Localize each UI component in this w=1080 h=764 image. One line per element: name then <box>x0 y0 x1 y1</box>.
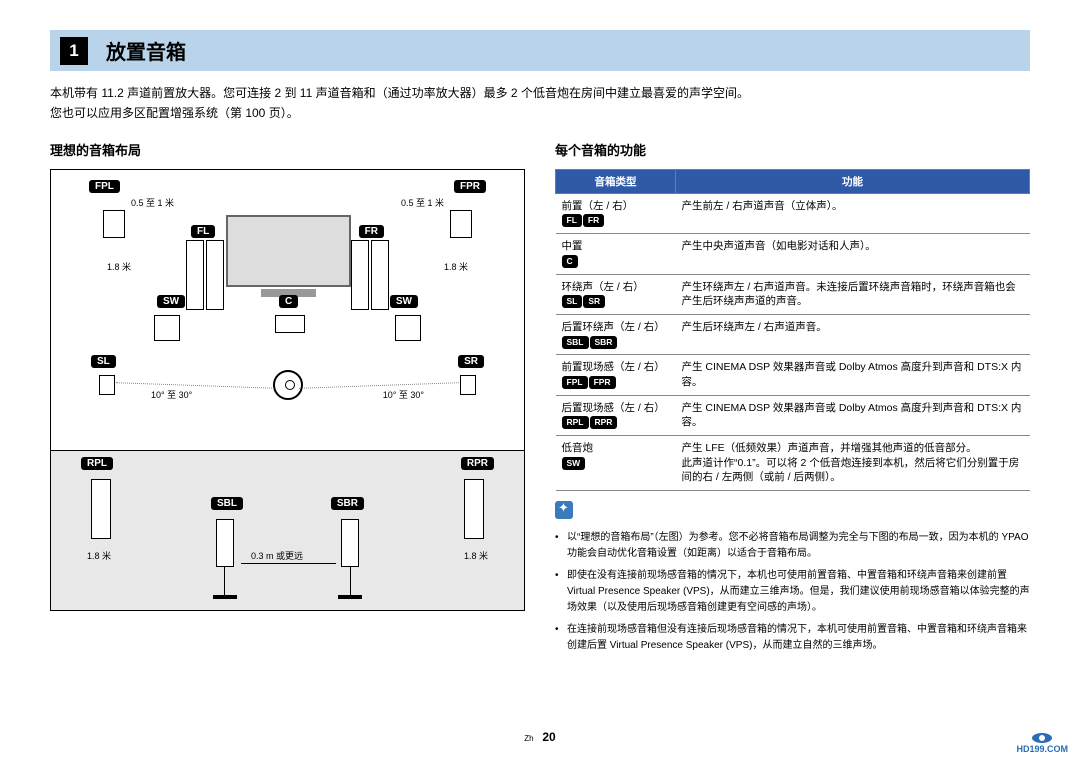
speaker-tag: SBL <box>562 336 589 349</box>
label-sr: SR <box>458 355 484 368</box>
table-row: 环绕声（左 / 右）SLSR产生环绕声左 / 右声道声音。未连接后置环绕声音箱时… <box>556 274 1030 314</box>
speaker-rpr <box>464 479 484 539</box>
cell-type: 前置（左 / 右）FLFR <box>556 193 676 233</box>
dim-side-right: 1.8 米 <box>444 260 468 273</box>
cell-func: 产生环绕声左 / 右声道声音。未连接后置环绕声音箱时，环绕声音箱也会产生后环绕声… <box>676 274 1030 314</box>
label-sl: SL <box>91 355 116 368</box>
speaker-tag: SL <box>562 295 583 308</box>
angle-left: 10° 至 30° <box>151 388 192 401</box>
speaker-fpl <box>103 210 125 238</box>
table-row: 中置C产生中央声道声音（如电影对话和人声）。 <box>556 234 1030 274</box>
speaker-tag: C <box>562 255 578 268</box>
intro-line1: 本机带有 11.2 声道前置放大器。您可连接 2 到 11 声道音箱和（通过功率… <box>50 83 1030 103</box>
th-func: 功能 <box>676 169 1030 193</box>
cell-type: 后置环绕声（左 / 右）SBLSBR <box>556 314 676 354</box>
speaker-sbr <box>341 519 359 567</box>
dim-rear-mid: 0.3 m 或更远 <box>251 549 303 562</box>
speaker-center <box>275 315 305 333</box>
speaker-sl <box>99 375 115 395</box>
cell-func: 产生 LFE（低频效果）声道声音，并增强其他声道的低音部分。 此声道计作“0.1… <box>676 436 1030 491</box>
speaker-tag: RPR <box>590 416 618 429</box>
footer-lang: Zh <box>524 734 533 743</box>
watermark: HD199.COM <box>1016 733 1068 754</box>
label-fpr: FPR <box>454 180 486 193</box>
note-item: 在连接前现场感音箱但没有连接后现场感音箱的情况下，本机可使用前置音箱、中置音箱和… <box>555 622 1030 654</box>
speaker-tag: SW <box>562 457 586 470</box>
label-sw1: SW <box>157 295 185 308</box>
cell-type: 后置现场感（左 / 右）RPLRPR <box>556 395 676 435</box>
speaker-tag: SBR <box>590 336 618 349</box>
label-fr: FR <box>359 225 384 238</box>
speaker-fr <box>371 240 389 310</box>
speaker-tag: FR <box>583 214 604 227</box>
cell-func: 产生 CINEMA DSP 效果器声音或 Dolby Atmos 高度升到声音和… <box>676 395 1030 435</box>
cell-type: 前置现场感（左 / 右）FPLFPR <box>556 355 676 395</box>
table-row: 前置现场感（左 / 右）FPLFPR产生 CINEMA DSP 效果器声音或 D… <box>556 355 1030 395</box>
speaker-fl <box>186 240 204 310</box>
dim-rear-right: 1.8 米 <box>464 549 488 562</box>
dim-rear-left: 1.8 米 <box>87 549 111 562</box>
tip-icon <box>555 501 573 519</box>
table-row: 后置现场感（左 / 右）RPLRPR产生 CINEMA DSP 效果器声音或 D… <box>556 395 1030 435</box>
section-title: 放置音箱 <box>106 36 186 65</box>
label-sbl: SBL <box>211 497 243 510</box>
cell-func: 产生前左 / 右声道声音（立体声）。 <box>676 193 1030 233</box>
intro-text: 本机带有 11.2 声道前置放大器。您可连接 2 到 11 声道音箱和（通过功率… <box>50 83 1030 124</box>
speaker-sr <box>460 375 476 395</box>
dim-side-left: 1.8 米 <box>107 260 131 273</box>
section-header: 1 放置音箱 <box>50 30 1030 71</box>
th-type: 音箱类型 <box>556 169 676 193</box>
dim-top-left: 0.5 至 1 米 <box>131 196 174 209</box>
speaker-fr2 <box>351 240 369 310</box>
cell-func: 产生中央声道声音（如电影对话和人声）。 <box>676 234 1030 274</box>
note-item: 即使在没有连接前现场感音箱的情况下，本机也可使用前置音箱、中置音箱和环绕声音箱来… <box>555 568 1030 616</box>
cell-type: 中置C <box>556 234 676 274</box>
label-sbr: SBR <box>331 497 364 510</box>
table-row: 后置环绕声（左 / 右）SBLSBR产生后环绕声左 / 右声道声音。 <box>556 314 1030 354</box>
note-item: 以“理想的音箱布局”（左图）为参考。您不必将音箱布局调整为完全与下图的布局一致，… <box>555 530 1030 562</box>
label-fl: FL <box>191 225 215 238</box>
tv-screen <box>226 215 351 287</box>
speaker-sw-left <box>154 315 180 341</box>
table-row: 前置（左 / 右）FLFR产生前左 / 右声道声音（立体声）。 <box>556 193 1030 233</box>
label-c: C <box>279 295 298 308</box>
cell-func: 产生后环绕声左 / 右声道声音。 <box>676 314 1030 354</box>
speaker-sw-right <box>395 315 421 341</box>
speaker-tag: FL <box>562 214 582 227</box>
speaker-layout-diagram: FPL FPR 0.5 至 1 米 0.5 至 1 米 1.8 米 1.8 米 … <box>50 169 525 611</box>
label-sw2: SW <box>390 295 418 308</box>
dim-top-right: 0.5 至 1 米 <box>401 196 444 209</box>
label-rpr: RPR <box>461 457 494 470</box>
speaker-sbl <box>216 519 234 567</box>
cell-type: 低音炮SW <box>556 436 676 491</box>
page-footer: Zh 20 <box>0 730 1080 744</box>
notes-list: 以“理想的音箱布局”（左图）为参考。您不必将音箱布局调整为完全与下图的布局一致，… <box>555 530 1030 654</box>
section-number: 1 <box>60 37 88 65</box>
speaker-tag: FPR <box>589 376 616 389</box>
left-heading: 理想的音箱布局 <box>50 140 525 159</box>
cell-func: 产生 CINEMA DSP 效果器声音或 Dolby Atmos 高度升到声音和… <box>676 355 1030 395</box>
footer-page: 20 <box>542 730 555 744</box>
speaker-function-table: 音箱类型 功能 前置（左 / 右）FLFR产生前左 / 右声道声音（立体声）。中… <box>555 169 1030 491</box>
speaker-tag: RPL <box>562 416 589 429</box>
cell-type: 环绕声（左 / 右）SLSR <box>556 274 676 314</box>
watermark-text: HD199.COM <box>1016 744 1068 754</box>
label-fpl: FPL <box>89 180 120 193</box>
speaker-tag: SR <box>583 295 605 308</box>
right-heading: 每个音箱的功能 <box>555 140 1030 159</box>
table-row: 低音炮SW产生 LFE（低频效果）声道声音，并增强其他声道的低音部分。 此声道计… <box>556 436 1030 491</box>
speaker-fl2 <box>206 240 224 310</box>
label-rpl: RPL <box>81 457 113 470</box>
angle-right: 10° 至 30° <box>383 388 424 401</box>
listener-position <box>273 370 303 400</box>
speaker-rpl <box>91 479 111 539</box>
speaker-fpr <box>450 210 472 238</box>
speaker-tag: FPL <box>562 376 588 389</box>
intro-line2: 您也可以应用多区配置增强系统（第 100 页）。 <box>50 103 1030 123</box>
